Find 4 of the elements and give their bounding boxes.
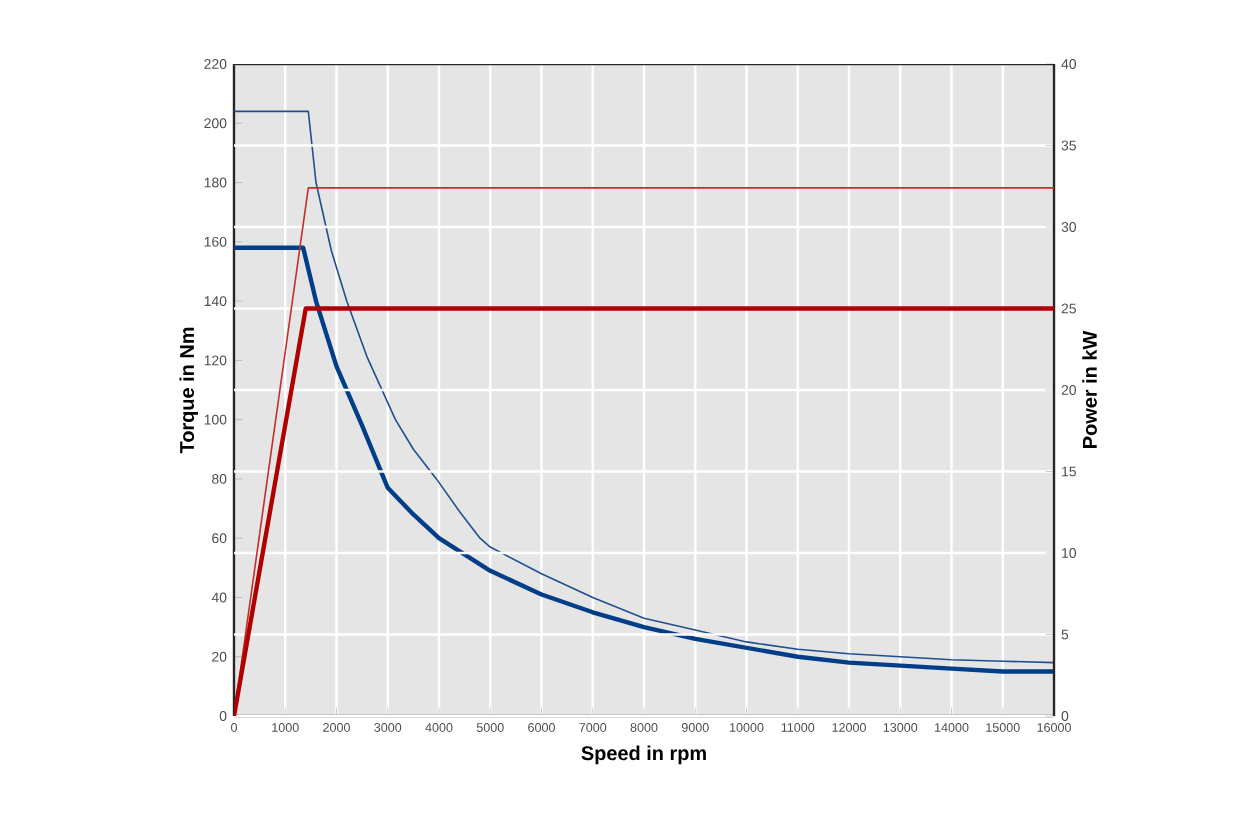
line-series xyxy=(234,110,1055,664)
y-axis-title: Torque in Nm xyxy=(179,327,198,454)
x-axis-title: Speed in rpm xyxy=(581,745,706,765)
y2-axis-title: Power in kW xyxy=(1082,330,1097,448)
